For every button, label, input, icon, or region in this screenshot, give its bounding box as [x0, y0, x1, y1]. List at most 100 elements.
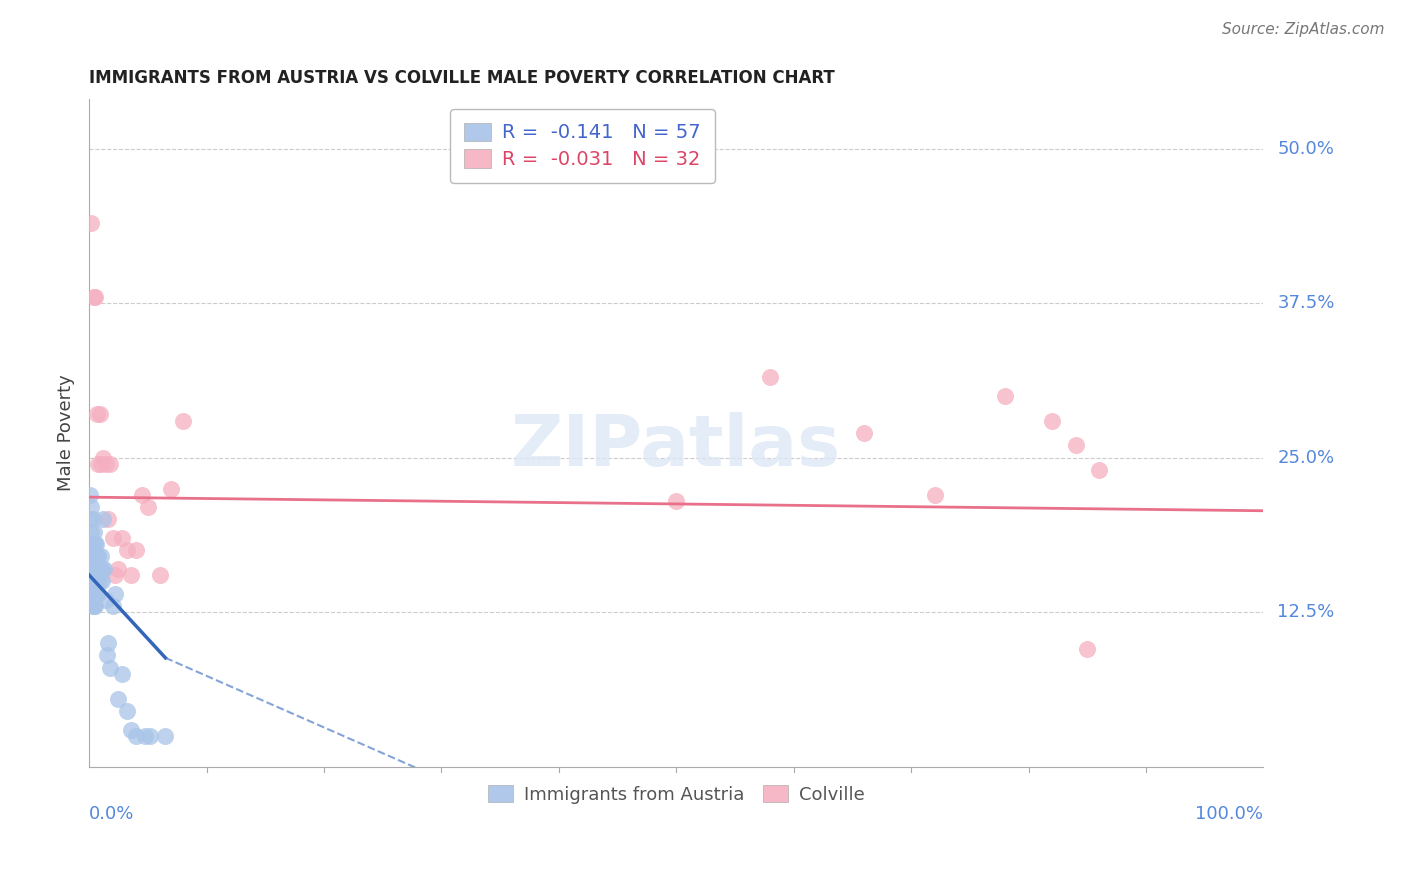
- Point: [97, 636, 120, 650]
- Legend: Immigrants from Austria, Colville: Immigrants from Austria, Colville: [481, 778, 872, 811]
- Point: [82, 537, 104, 551]
- Point: [148, 568, 170, 582]
- Point: [853, 425, 876, 440]
- Point: [90, 549, 112, 564]
- Point: [89, 562, 111, 576]
- Point: [84, 574, 107, 589]
- Point: [91, 450, 114, 465]
- Point: [84, 537, 107, 551]
- Point: [101, 531, 124, 545]
- Point: [139, 729, 162, 743]
- Y-axis label: Male Poverty: Male Poverty: [58, 375, 75, 491]
- Text: Source: ZipAtlas.com: Source: ZipAtlas.com: [1222, 22, 1385, 37]
- Text: ZIPatlas: ZIPatlas: [512, 412, 841, 481]
- Point: [82, 512, 104, 526]
- Point: [665, 494, 688, 508]
- Text: 25.0%: 25.0%: [1278, 449, 1334, 467]
- Point: [115, 543, 138, 558]
- Point: [84, 537, 107, 551]
- Point: [83, 524, 105, 539]
- Point: [134, 729, 156, 743]
- Point: [120, 568, 142, 582]
- Point: [80, 216, 103, 230]
- Point: [96, 648, 118, 663]
- Point: [107, 691, 129, 706]
- Point: [84, 549, 107, 564]
- Point: [104, 586, 127, 600]
- Text: 50.0%: 50.0%: [1278, 140, 1334, 158]
- Point: [82, 599, 104, 613]
- Point: [87, 586, 110, 600]
- Text: 100.0%: 100.0%: [1195, 805, 1264, 823]
- Point: [160, 482, 183, 496]
- Point: [80, 562, 103, 576]
- Point: [84, 599, 107, 613]
- Point: [84, 562, 107, 576]
- Point: [79, 512, 101, 526]
- Point: [1076, 642, 1098, 657]
- Point: [83, 574, 105, 589]
- Point: [994, 389, 1017, 403]
- Point: [924, 488, 946, 502]
- Point: [86, 574, 108, 589]
- Point: [80, 524, 103, 539]
- Point: [83, 562, 105, 576]
- Text: 0.0%: 0.0%: [89, 805, 135, 823]
- Point: [91, 574, 114, 589]
- Point: [84, 290, 107, 304]
- Point: [89, 408, 111, 422]
- Point: [79, 488, 101, 502]
- Text: IMMIGRANTS FROM AUSTRIA VS COLVILLE MALE POVERTY CORRELATION CHART: IMMIGRANTS FROM AUSTRIA VS COLVILLE MALE…: [89, 69, 835, 87]
- Point: [80, 586, 103, 600]
- Point: [87, 549, 110, 564]
- Point: [82, 562, 104, 576]
- Point: [107, 562, 129, 576]
- Point: [83, 599, 105, 613]
- Point: [155, 729, 177, 743]
- Point: [79, 562, 101, 576]
- Point: [1088, 463, 1111, 477]
- Point: [136, 500, 159, 514]
- Point: [90, 457, 112, 471]
- Point: [104, 568, 127, 582]
- Point: [80, 549, 103, 564]
- Point: [84, 586, 107, 600]
- Point: [1064, 438, 1087, 452]
- Point: [82, 574, 104, 589]
- Point: [86, 408, 108, 422]
- Point: [98, 661, 121, 675]
- Point: [172, 413, 194, 427]
- Point: [759, 370, 782, 384]
- Point: [89, 574, 111, 589]
- Point: [94, 592, 117, 607]
- Point: [80, 500, 103, 514]
- Point: [86, 549, 108, 564]
- Point: [83, 290, 105, 304]
- Point: [101, 599, 124, 613]
- Point: [115, 704, 138, 718]
- Point: [84, 574, 107, 589]
- Text: 37.5%: 37.5%: [1278, 294, 1334, 312]
- Point: [83, 549, 105, 564]
- Point: [98, 457, 121, 471]
- Point: [93, 562, 115, 576]
- Point: [90, 562, 112, 576]
- Point: [97, 512, 120, 526]
- Point: [94, 457, 117, 471]
- Point: [87, 562, 110, 576]
- Point: [87, 457, 110, 471]
- Point: [125, 729, 148, 743]
- Point: [91, 512, 114, 526]
- Point: [125, 543, 148, 558]
- Point: [111, 531, 134, 545]
- Point: [86, 586, 108, 600]
- Point: [111, 666, 134, 681]
- Point: [84, 549, 107, 564]
- Text: 12.5%: 12.5%: [1278, 603, 1334, 621]
- Point: [79, 537, 101, 551]
- Point: [86, 562, 108, 576]
- Point: [131, 488, 153, 502]
- Point: [120, 723, 142, 737]
- Point: [91, 562, 114, 576]
- Point: [1040, 413, 1063, 427]
